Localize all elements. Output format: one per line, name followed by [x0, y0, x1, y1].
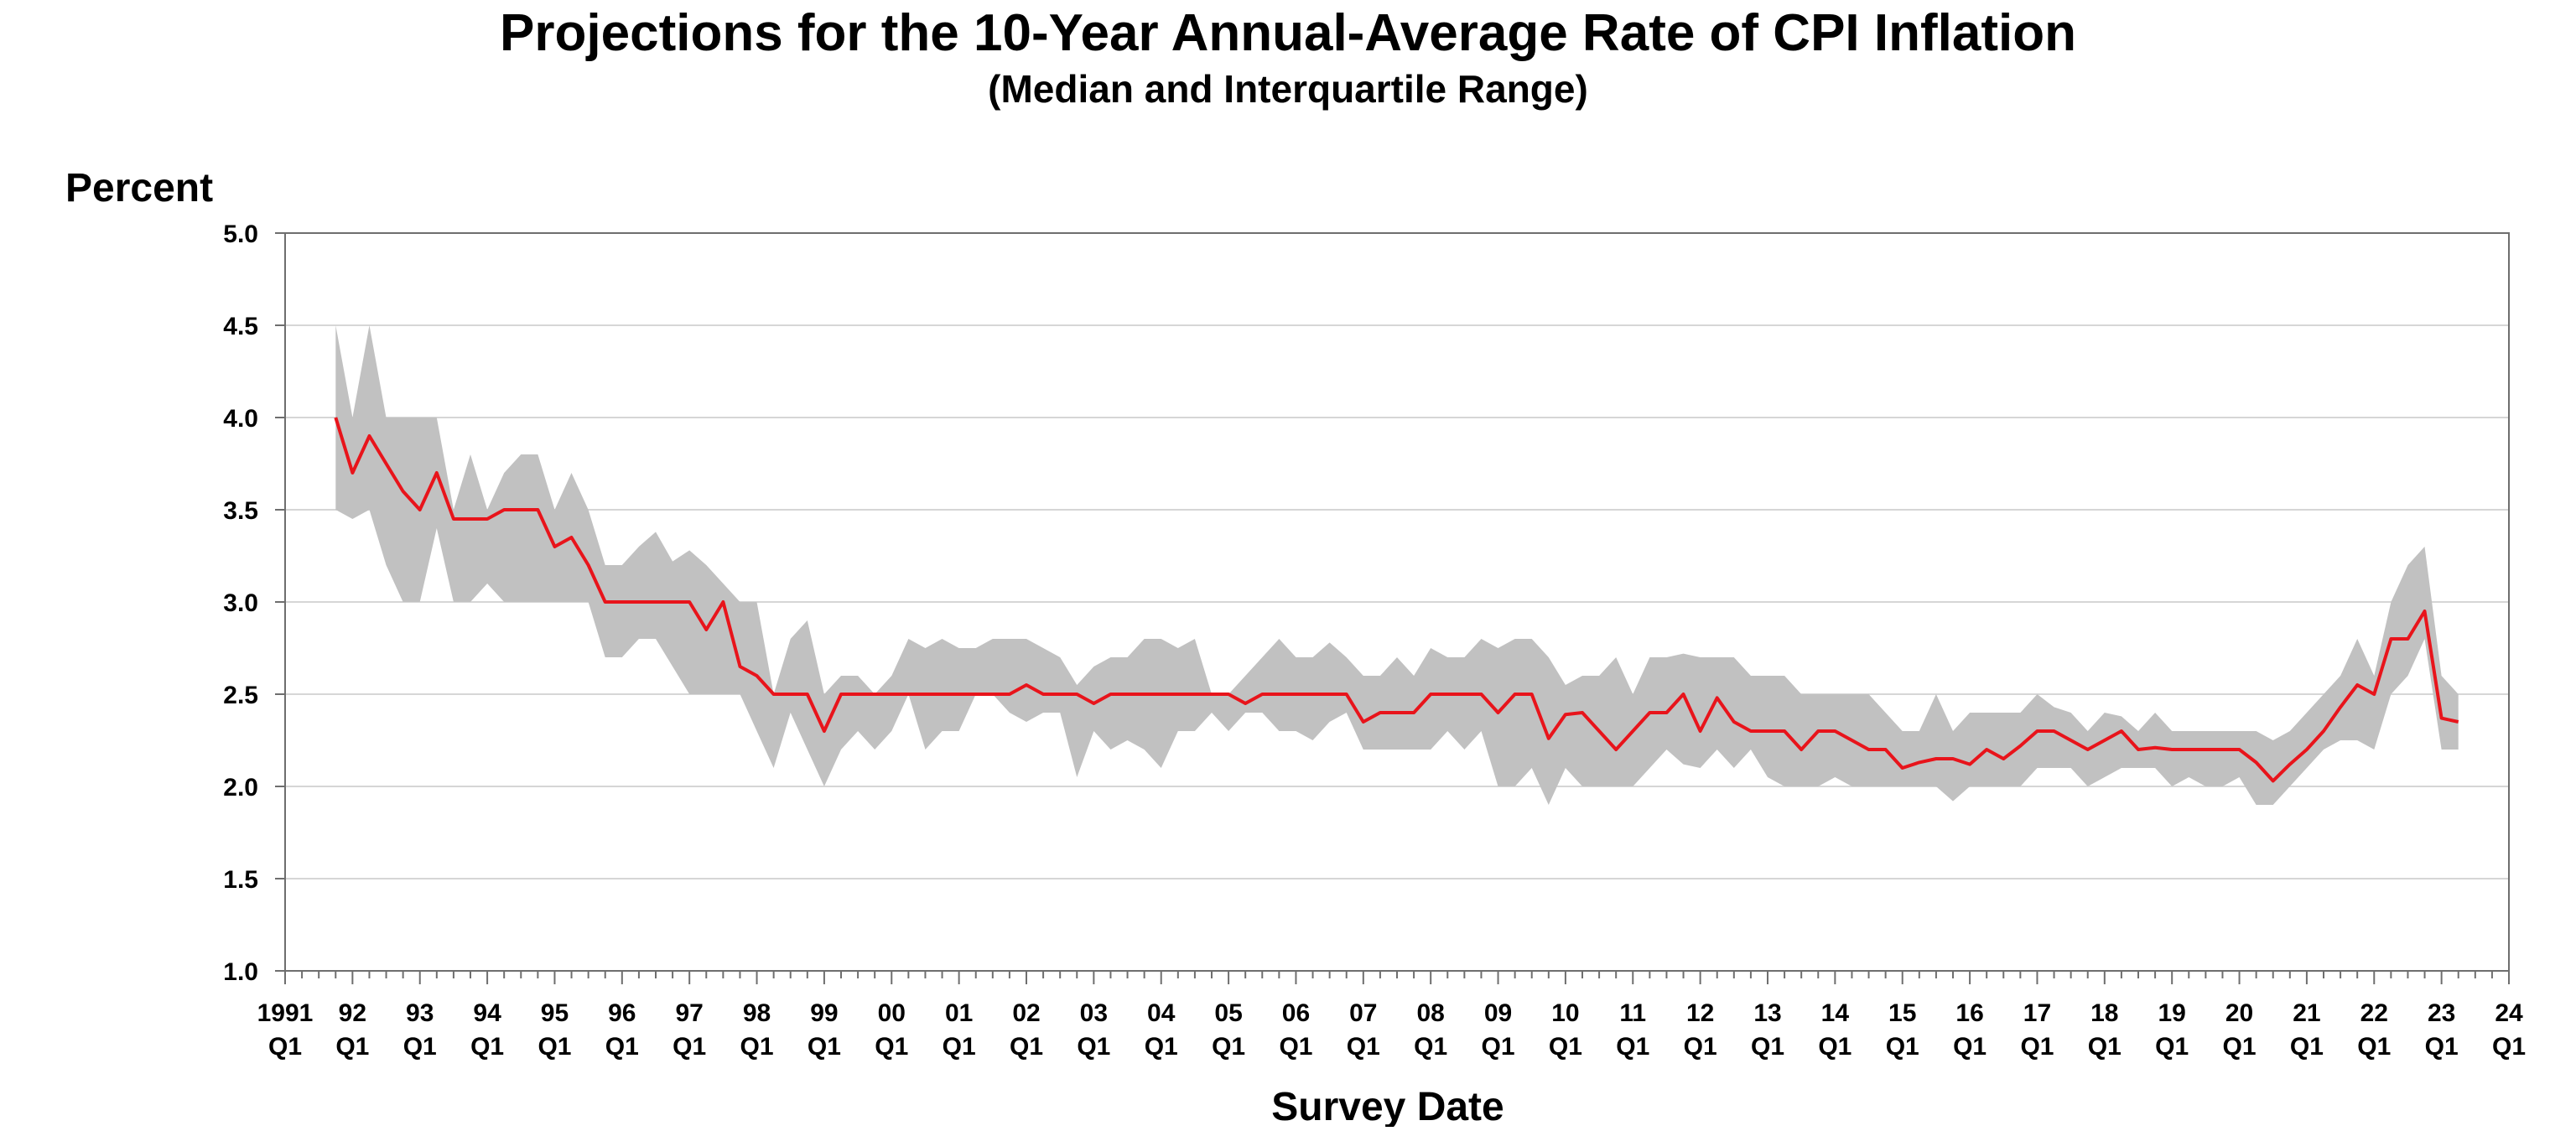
x-tick-label-quarter: Q1 — [808, 1033, 841, 1061]
x-tick-label-quarter: Q1 — [1347, 1033, 1380, 1061]
axes — [275, 232, 2510, 984]
x-tick-label-quarter: Q1 — [470, 1033, 504, 1061]
x-tick-label-year: 01 — [945, 999, 973, 1027]
x-tick-label-year: 95 — [541, 999, 569, 1027]
y-tick-label: 3.5 — [223, 497, 258, 525]
x-tick-label-year: 04 — [1147, 999, 1176, 1027]
interquartile-range-band — [335, 325, 2459, 805]
y-tick-label: 4.5 — [223, 313, 258, 340]
x-tick-label-year: 12 — [1686, 999, 1714, 1027]
x-tick-label-quarter: Q1 — [1616, 1033, 1649, 1061]
x-tick-label-year: 11 — [1619, 999, 1646, 1027]
x-tick-label-year: 98 — [743, 999, 771, 1027]
iqr-area — [335, 325, 2459, 805]
x-tick-label-quarter: Q1 — [605, 1033, 639, 1061]
x-tick-label-quarter: Q1 — [1482, 1033, 1515, 1061]
chart-title: Projections for the 10-Year Annual-Avera… — [500, 4, 2076, 62]
x-tick-label-quarter: Q1 — [1684, 1033, 1717, 1061]
x-tick-label-year: 14 — [1821, 999, 1850, 1027]
x-tick-label-quarter: Q1 — [1549, 1033, 1582, 1061]
x-tick-label-year: 09 — [1484, 999, 1512, 1027]
x-tick-label-quarter: Q1 — [1279, 1033, 1312, 1061]
x-tick-label-quarter: Q1 — [1077, 1033, 1110, 1061]
x-tick-label-year: 15 — [1888, 999, 1916, 1027]
x-tick-label-year: 18 — [2090, 999, 2118, 1027]
x-tick-label-quarter: Q1 — [403, 1033, 437, 1061]
x-tick-label-quarter: Q1 — [875, 1033, 908, 1061]
x-tick-label-quarter: Q1 — [2290, 1033, 2324, 1061]
x-tick-label-quarter: Q1 — [538, 1033, 571, 1061]
x-tick-label-quarter: Q1 — [2155, 1033, 2189, 1061]
x-tick-label-quarter: Q1 — [1953, 1033, 1987, 1061]
y-tick-label: 3.0 — [223, 589, 258, 617]
x-tick-label-year: 97 — [675, 999, 703, 1027]
y-tick-label: 1.0 — [223, 958, 258, 986]
x-tick-label-year: 96 — [608, 999, 636, 1027]
x-tick-label-year: 1991 — [257, 999, 314, 1027]
x-tick-label-year: 23 — [2428, 999, 2455, 1027]
x-tick-label-quarter: Q1 — [1886, 1033, 1919, 1061]
y-tick-label: 5.0 — [223, 220, 258, 248]
x-tick-label-quarter: Q1 — [1751, 1033, 1784, 1061]
x-tick-label-year: 19 — [2158, 999, 2185, 1027]
median-line-layer — [334, 417, 2459, 783]
x-axis-title: Survey Date — [1271, 1085, 1504, 1127]
x-tick-label-year: 21 — [2293, 999, 2320, 1027]
x-tick-label-quarter: Q1 — [2425, 1033, 2459, 1061]
x-tick-label-year: 20 — [2225, 999, 2253, 1027]
x-tick-label-year: 06 — [1282, 999, 1310, 1027]
y-tick-label: 1.5 — [223, 866, 258, 894]
x-tick-label-year: 08 — [1416, 999, 1444, 1027]
x-tick-label-year: 93 — [406, 999, 434, 1027]
x-tick-label-year: 24 — [2495, 999, 2523, 1027]
x-tick-label-quarter: Q1 — [1145, 1033, 1178, 1061]
x-tick-label-quarter: Q1 — [2088, 1033, 2122, 1061]
x-tick-label-year: 03 — [1080, 999, 1108, 1027]
x-tick-label-year: 13 — [1753, 999, 1781, 1027]
chart-subtitle: (Median and Interquartile Range) — [988, 67, 1588, 111]
x-tick-label-quarter: Q1 — [2020, 1033, 2054, 1061]
y-axis-title: Percent — [65, 166, 213, 210]
x-tick-label-quarter: Q1 — [2223, 1033, 2257, 1061]
x-tick-label-quarter: Q1 — [673, 1033, 706, 1061]
x-tick-label-year: 99 — [810, 999, 838, 1027]
y-tick-label: 2.0 — [223, 774, 258, 802]
x-tick-label-quarter: Q1 — [1212, 1033, 1245, 1061]
x-tick-label-year: 22 — [2360, 999, 2388, 1027]
median-line — [334, 417, 2459, 783]
x-tick-label-year: 92 — [339, 999, 366, 1027]
y-tick-labels: 1.0 1.5 2.0 2.5 3.0 3.5 4.0 4.5 5.0 — [223, 220, 258, 986]
x-tick-label-quarter: Q1 — [1414, 1033, 1447, 1061]
x-tick-label-quarter: Q1 — [335, 1033, 369, 1061]
x-tick-label-year: 94 — [473, 999, 501, 1027]
x-tick-label-quarter: Q1 — [2492, 1033, 2526, 1061]
x-tick-label-year: 16 — [1955, 999, 1983, 1027]
x-tick-label-year: 10 — [1551, 999, 1579, 1027]
x-tick-label-quarter: Q1 — [268, 1033, 302, 1061]
x-tick-label-year: 17 — [2023, 999, 2051, 1027]
x-tick-label-quarter: Q1 — [2357, 1033, 2391, 1061]
x-tick-label-year: 05 — [1214, 999, 1242, 1027]
x-tick-label-quarter: Q1 — [943, 1033, 976, 1061]
x-tick-label-quarter: Q1 — [1818, 1033, 1852, 1061]
x-tick-label-quarter: Q1 — [1010, 1033, 1043, 1061]
y-tick-label: 2.5 — [223, 682, 258, 709]
x-tick-label-quarter: Q1 — [740, 1033, 774, 1061]
y-tick-label: 4.0 — [223, 405, 258, 433]
x-tick-label-year: 07 — [1349, 999, 1377, 1027]
x-tick-label-year: 02 — [1012, 999, 1040, 1027]
x-tick-label-year: 00 — [878, 999, 906, 1027]
x-tick-labels: 1991 Q1 92 Q1 93 Q1 94 Q1 95 Q1 96 Q1 97 Q1 98 Q1 99 Q1 00… — [257, 999, 2526, 1061]
